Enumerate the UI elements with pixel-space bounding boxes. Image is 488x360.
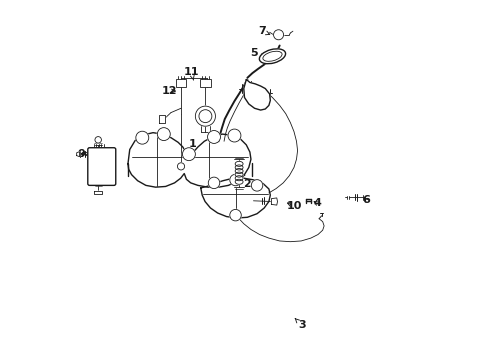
Circle shape [95, 136, 101, 143]
Text: 5: 5 [250, 48, 264, 58]
Ellipse shape [235, 172, 243, 177]
Text: 2: 2 [241, 173, 251, 189]
Ellipse shape [235, 176, 243, 181]
FancyBboxPatch shape [199, 79, 211, 87]
Polygon shape [159, 115, 164, 123]
Circle shape [177, 163, 184, 170]
Ellipse shape [235, 179, 243, 184]
Text: 3: 3 [295, 319, 305, 330]
Circle shape [182, 148, 195, 161]
Polygon shape [94, 192, 102, 194]
Polygon shape [77, 152, 80, 157]
FancyBboxPatch shape [88, 148, 116, 185]
Circle shape [136, 131, 148, 144]
Text: 10: 10 [285, 201, 301, 211]
Ellipse shape [235, 165, 243, 170]
Circle shape [251, 180, 262, 191]
Text: 6: 6 [361, 195, 369, 205]
Text: 4: 4 [312, 198, 320, 208]
Text: 7: 7 [257, 26, 269, 36]
Circle shape [227, 129, 241, 142]
Polygon shape [128, 133, 250, 187]
Circle shape [207, 131, 220, 143]
Circle shape [199, 110, 211, 123]
Circle shape [273, 30, 283, 40]
Text: 12: 12 [161, 86, 177, 96]
Circle shape [157, 128, 170, 140]
Polygon shape [201, 178, 270, 218]
Polygon shape [244, 80, 270, 110]
Text: 9: 9 [77, 149, 89, 159]
Text: 11: 11 [183, 67, 199, 80]
Polygon shape [271, 198, 277, 205]
Ellipse shape [263, 51, 282, 61]
Circle shape [229, 210, 241, 221]
Text: 8: 8 [91, 171, 102, 181]
Ellipse shape [235, 161, 243, 166]
Text: 1: 1 [188, 139, 196, 155]
Ellipse shape [259, 49, 285, 64]
Circle shape [229, 174, 241, 186]
Circle shape [208, 177, 219, 189]
FancyBboxPatch shape [175, 79, 186, 87]
Ellipse shape [235, 168, 243, 174]
Circle shape [195, 106, 215, 126]
